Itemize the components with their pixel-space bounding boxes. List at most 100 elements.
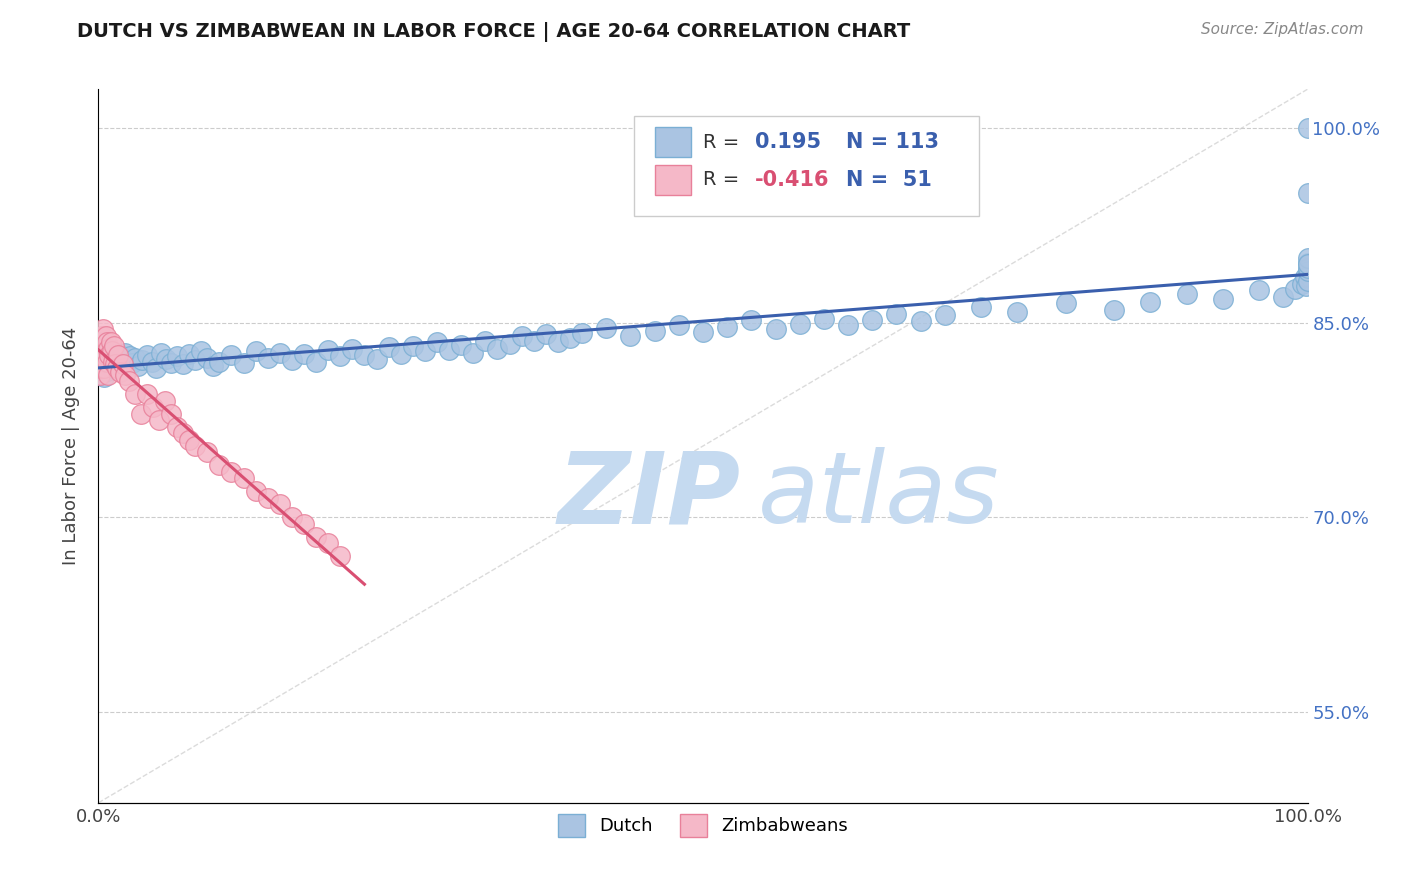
- Point: [523, 334, 546, 348]
- Point: [269, 345, 291, 359]
- Point: [510, 328, 533, 343]
- Point: [141, 354, 163, 368]
- Point: [107, 353, 129, 368]
- FancyBboxPatch shape: [634, 116, 979, 216]
- Point: [142, 400, 165, 414]
- Point: [413, 344, 436, 359]
- Point: [292, 347, 315, 361]
- Point: [1272, 290, 1295, 304]
- Point: [256, 491, 278, 505]
- Bar: [655, 127, 690, 157]
- Point: [232, 471, 254, 485]
- Point: [91, 352, 114, 367]
- Point: [155, 352, 177, 367]
- Point: [474, 334, 496, 348]
- Point: [813, 311, 835, 326]
- Point: [184, 353, 207, 368]
- Point: [89, 361, 111, 376]
- Point: [1284, 282, 1306, 296]
- Point: [1296, 256, 1319, 270]
- Point: [910, 314, 932, 328]
- Point: [90, 368, 112, 382]
- Point: [129, 407, 152, 421]
- Point: [450, 338, 472, 352]
- Point: [1212, 293, 1234, 307]
- Point: [103, 339, 125, 353]
- Point: [104, 357, 127, 371]
- Point: [93, 356, 115, 370]
- Point: [93, 370, 115, 384]
- Point: [98, 350, 121, 364]
- Point: [716, 319, 738, 334]
- Point: [105, 359, 128, 373]
- Point: [117, 354, 139, 368]
- Point: [135, 387, 157, 401]
- Point: [124, 387, 146, 401]
- Point: [105, 361, 128, 376]
- Point: [145, 361, 167, 376]
- Point: [160, 356, 183, 370]
- Point: [108, 357, 131, 371]
- Point: [765, 322, 787, 336]
- Point: [1296, 186, 1319, 200]
- Point: [486, 342, 509, 356]
- Point: [208, 354, 231, 368]
- Text: atlas: atlas: [758, 448, 1000, 544]
- Point: [101, 354, 124, 368]
- Text: DUTCH VS ZIMBABWEAN IN LABOR FORCE | AGE 20-64 CORRELATION CHART: DUTCH VS ZIMBABWEAN IN LABOR FORCE | AGE…: [77, 22, 911, 42]
- Point: [118, 350, 141, 364]
- Point: [245, 344, 267, 359]
- Point: [114, 345, 136, 359]
- Point: [90, 354, 112, 368]
- Point: [104, 351, 127, 365]
- Point: [91, 357, 114, 371]
- Point: [281, 510, 304, 524]
- Text: ZIP: ZIP: [558, 448, 741, 544]
- Point: [100, 361, 122, 376]
- Text: 0.195: 0.195: [755, 132, 821, 152]
- Point: [329, 350, 352, 364]
- Point: [1296, 121, 1319, 136]
- Point: [111, 352, 134, 367]
- Point: [100, 354, 122, 368]
- Point: [91, 328, 114, 343]
- Point: [316, 536, 339, 550]
- Point: [97, 342, 120, 356]
- Point: [97, 368, 120, 382]
- Point: [558, 331, 581, 345]
- Point: [837, 318, 859, 333]
- Point: [353, 348, 375, 362]
- Point: [96, 364, 118, 378]
- Text: N = 113: N = 113: [845, 132, 939, 152]
- Point: [1007, 305, 1029, 319]
- Point: [1296, 257, 1319, 271]
- Point: [93, 361, 115, 376]
- Point: [150, 345, 173, 359]
- Point: [970, 300, 993, 314]
- Point: [534, 327, 557, 342]
- Point: [89, 342, 111, 356]
- Point: [160, 407, 183, 421]
- Point: [232, 356, 254, 370]
- Point: [595, 321, 617, 335]
- Point: [179, 433, 201, 447]
- Point: [305, 530, 328, 544]
- Point: [91, 354, 114, 368]
- Point: [426, 335, 449, 350]
- Point: [148, 413, 170, 427]
- Point: [463, 345, 485, 359]
- Point: [740, 313, 762, 327]
- Legend: Dutch, Zimbabweans: Dutch, Zimbabweans: [551, 807, 855, 844]
- Point: [1295, 279, 1317, 293]
- Point: [107, 348, 129, 362]
- Point: [281, 353, 304, 368]
- Text: Source: ZipAtlas.com: Source: ZipAtlas.com: [1201, 22, 1364, 37]
- Point: [221, 348, 243, 362]
- Point: [166, 350, 188, 364]
- Point: [121, 356, 143, 370]
- Point: [135, 348, 157, 362]
- Point: [96, 354, 118, 368]
- Point: [1102, 302, 1125, 317]
- Point: [96, 353, 118, 368]
- Point: [114, 368, 136, 382]
